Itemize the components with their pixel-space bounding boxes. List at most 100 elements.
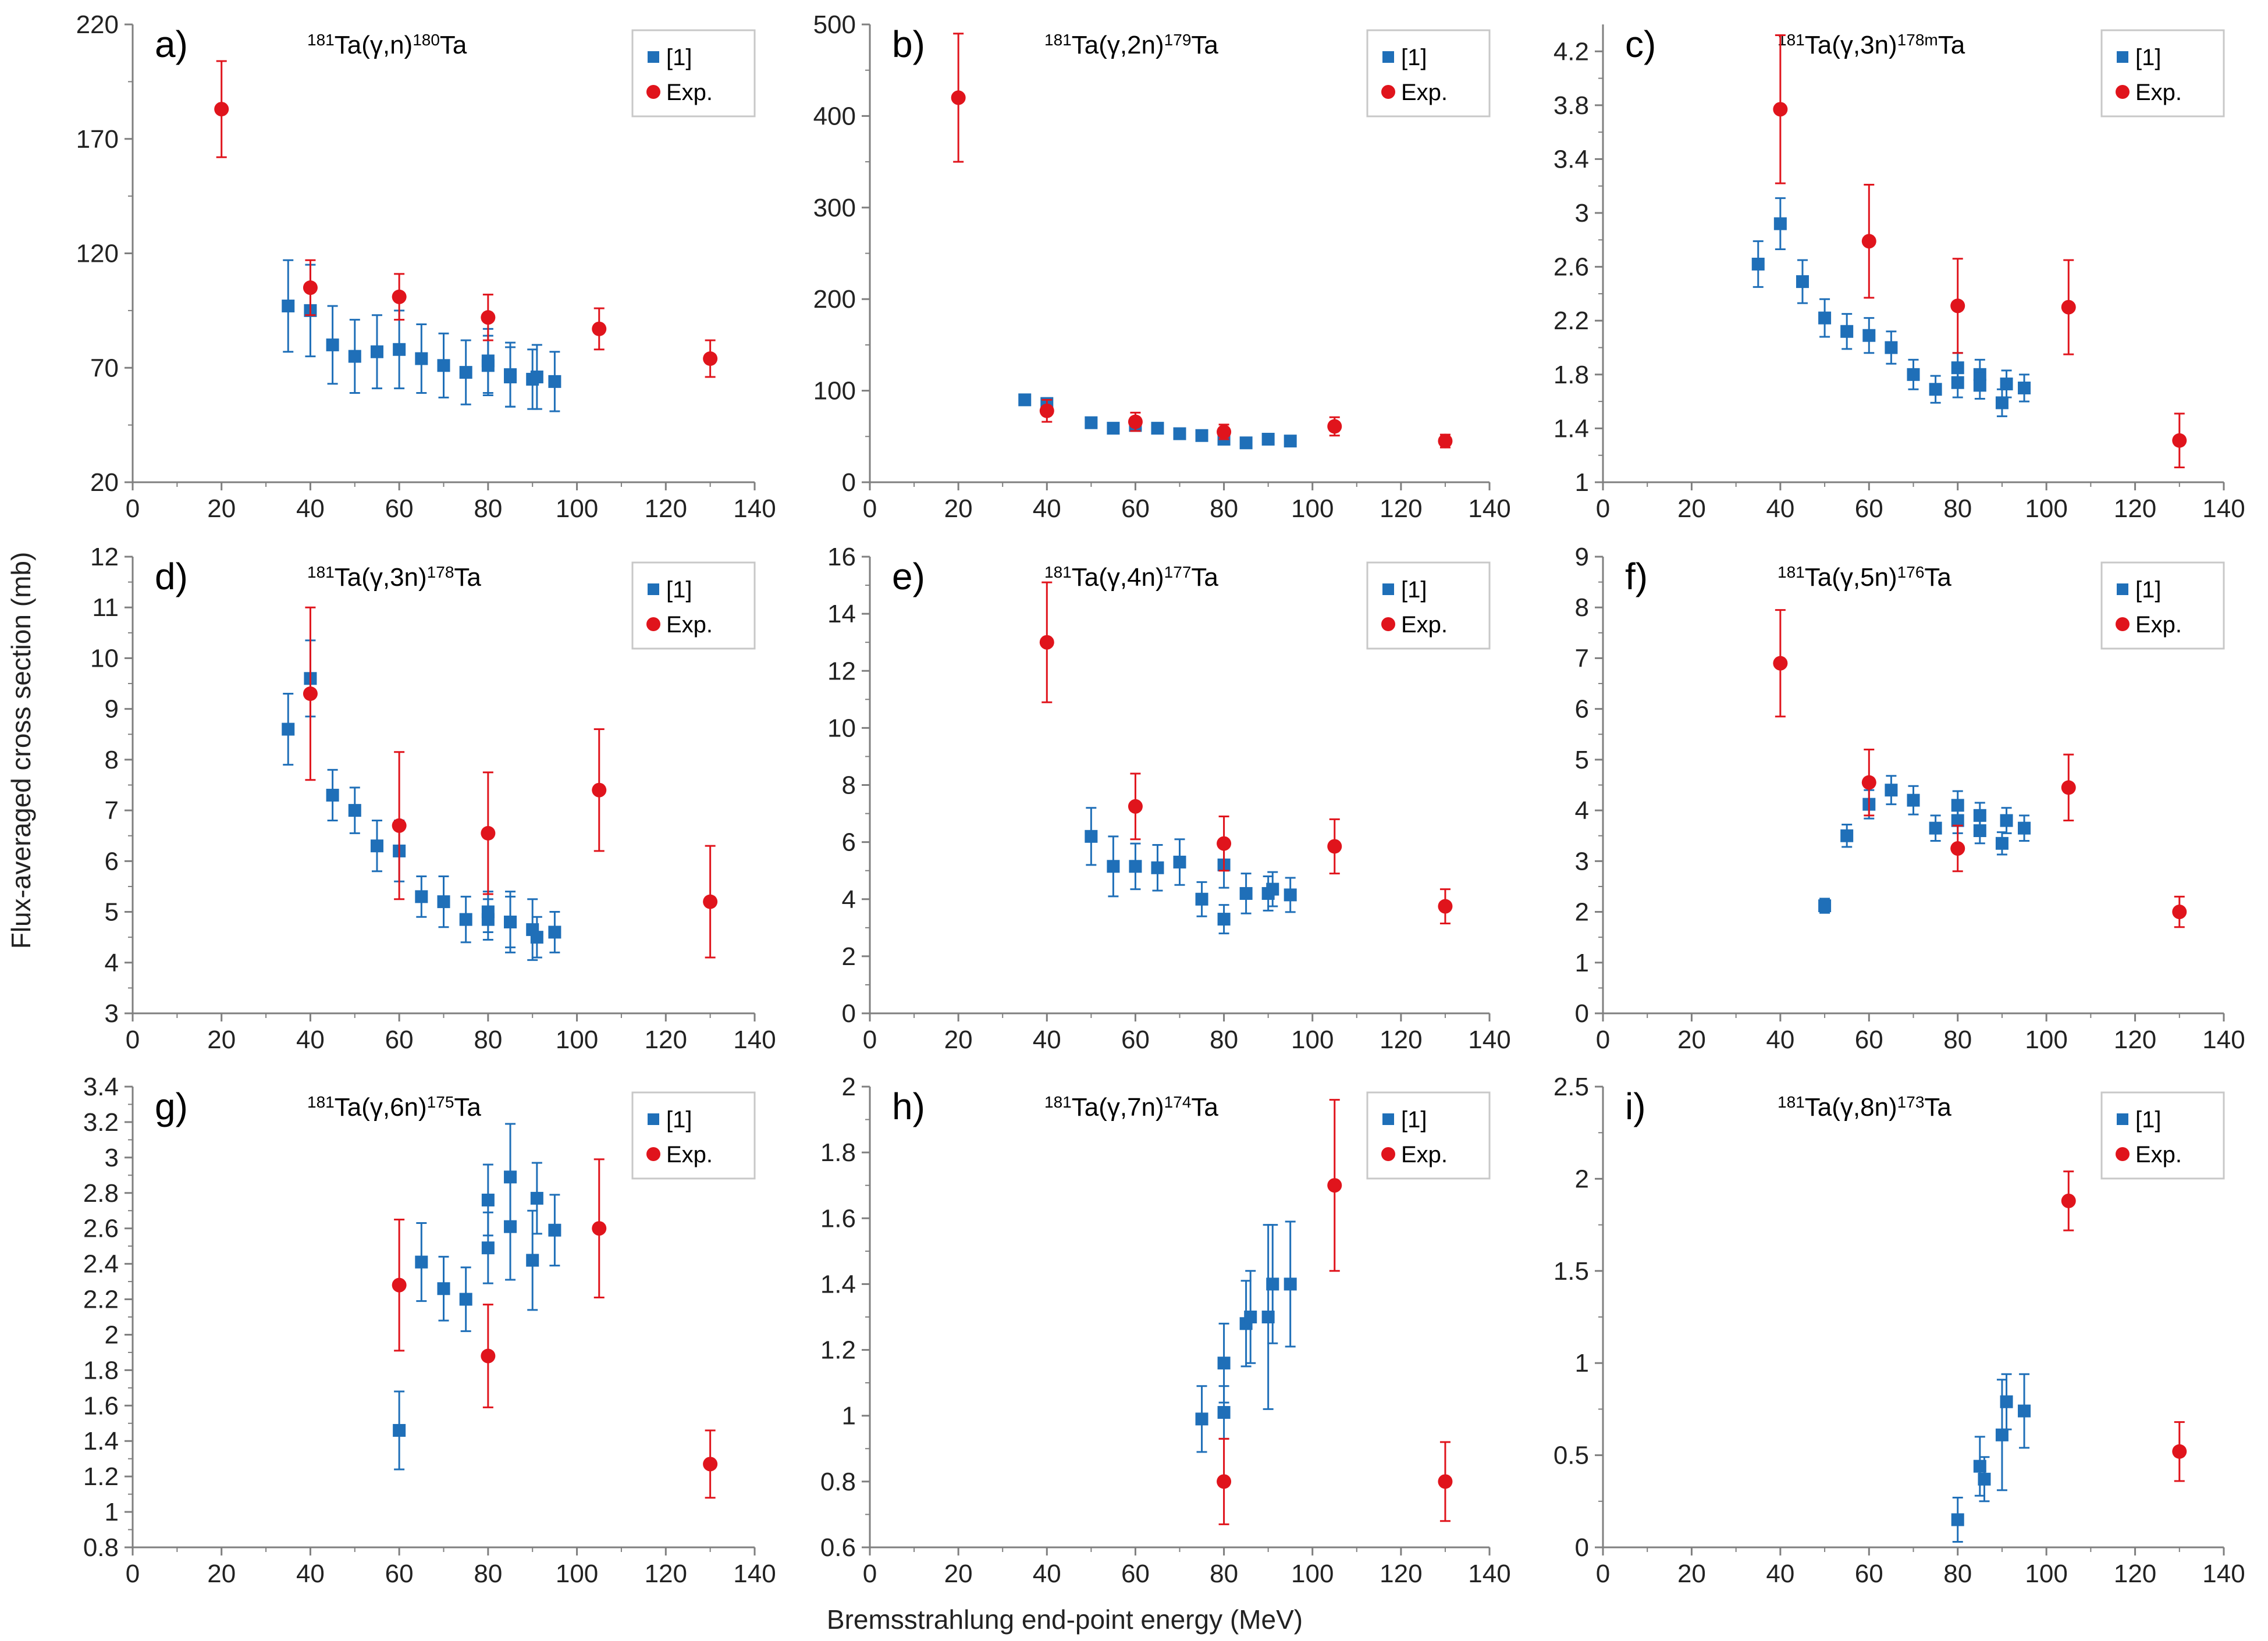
data-point-calc [1085, 416, 1098, 429]
legend-marker-calc [648, 1113, 659, 1125]
title-superscript: 181 [307, 31, 335, 49]
x-tick-label: 20 [1677, 494, 1706, 523]
data-point-calc [282, 300, 295, 313]
data-point-calc [459, 913, 472, 926]
y-tick-label: 5 [105, 898, 119, 927]
data-point-calc [1929, 821, 1942, 835]
legend-marker-exp [2116, 617, 2130, 631]
data-point-calc [2018, 1404, 2031, 1418]
legend-label-calc: [1] [1401, 577, 1427, 603]
data-point-exp [1217, 836, 1232, 851]
x-tick-label: 40 [1033, 494, 1061, 523]
data-point-calc [1978, 1472, 1991, 1486]
y-tick-label: 120 [76, 240, 119, 268]
data-point-calc [1173, 427, 1186, 440]
title-superscript: 181 [307, 1093, 335, 1111]
y-tick-label: 1.8 [820, 1138, 856, 1167]
x-tick-label: 20 [207, 1560, 236, 1588]
data-point-exp [392, 289, 407, 304]
data-point-calc [1907, 368, 1920, 381]
x-tick-label: 80 [1943, 1026, 1972, 1054]
y-tick-label: 2 [1575, 1165, 1589, 1193]
y-tick-label: 8 [105, 746, 119, 774]
y-tick-label: 0 [842, 999, 856, 1028]
x-tick-label: 20 [1677, 1026, 1706, 1054]
x-tick-label: 140 [733, 1560, 776, 1588]
legend-marker-calc [1382, 583, 1394, 595]
panel-title: 181Ta(γ,2n)179Ta [1044, 31, 1218, 59]
legend-marker-calc [648, 51, 659, 63]
x-tick-label: 0 [1596, 494, 1610, 523]
x-tick-label: 100 [2025, 494, 2067, 523]
y-tick-label: 1.2 [83, 1462, 119, 1491]
x-tick-label: 60 [1121, 1026, 1150, 1054]
y-tick-label: 16 [827, 543, 856, 571]
data-point-calc [1773, 217, 1787, 230]
x-tick-label: 0 [126, 1560, 140, 1588]
panel-title: 181Ta(γ,n)180Ta [307, 31, 467, 59]
data-point-calc [1217, 1357, 1231, 1370]
title-text: Ta(γ,3n) [1805, 31, 1897, 59]
y-tick-label: 2.2 [83, 1286, 119, 1314]
x-tick-label: 140 [733, 1026, 776, 1054]
data-point-calc [1862, 329, 1876, 342]
x-tick-label: 20 [1677, 1560, 1706, 1588]
y-tick-label: 0.6 [820, 1533, 856, 1562]
data-point-calc [1751, 258, 1765, 271]
panel-letter: h) [892, 1085, 925, 1127]
data-point-exp [1039, 635, 1054, 650]
x-tick-label: 80 [474, 1560, 502, 1588]
y-tick-label: 2.5 [1554, 1073, 1589, 1101]
y-tick-label: 2.2 [1554, 307, 1589, 335]
y-tick-label: 1 [1575, 1349, 1589, 1377]
y-tick-label: 170 [76, 125, 119, 154]
y-tick-label: 2.4 [83, 1250, 119, 1279]
x-tick-label: 100 [1291, 1560, 1334, 1588]
legend-box [2100, 29, 2225, 118]
data-point-exp [392, 818, 407, 833]
title-superscript: 181 [1778, 1093, 1805, 1111]
legend-label-exp: Exp. [2135, 80, 2182, 105]
chart-panel-4: 0 20 40 60 80 100 120 140 3 4 5 6 7 8 9 10 11 12 d) 181Ta(γ… [90, 543, 776, 1054]
data-point-calc [1840, 325, 1854, 338]
x-tick-label: 0 [863, 1560, 877, 1588]
data-point-exp [392, 1277, 407, 1293]
data-point-exp [1327, 419, 1342, 434]
y-tick-label: 2 [842, 942, 856, 971]
data-point-calc [1885, 341, 1898, 354]
x-tick-label: 20 [207, 494, 236, 523]
x-tick-label: 100 [1291, 1026, 1334, 1054]
title-text: Ta [1924, 1093, 1951, 1122]
y-tick-label: 3.4 [1554, 145, 1589, 173]
data-point-exp [1861, 775, 1876, 790]
title-text: Ta [1191, 31, 1218, 59]
x-tick-label: 60 [1855, 1026, 1883, 1054]
legend-marker-calc [1382, 1113, 1394, 1125]
y-tick-label: 10 [90, 644, 119, 672]
y-tick-label: 1.2 [820, 1336, 856, 1365]
y-tick-label: 6 [105, 847, 119, 875]
y-tick-label: 8 [842, 771, 856, 800]
data-point-calc [548, 1223, 561, 1237]
y-tick-label: 1 [1575, 468, 1589, 497]
x-tick-label: 0 [126, 494, 140, 523]
x-tick-label: 0 [1596, 1560, 1610, 1588]
y-tick-label: 2 [842, 1073, 856, 1101]
x-tick-label: 80 [1210, 494, 1238, 523]
chart-panel-6: 0 20 40 60 80 100 120 140 0 1 2 3 4 5 6 7 8 9 f) 181Ta(γ,5n… [1575, 543, 2245, 1054]
legend-label-exp: Exp. [666, 612, 713, 638]
legend-label-exp: Exp. [1401, 1142, 1448, 1167]
title-superscript: 181 [1044, 563, 1072, 581]
data-point-exp [703, 1457, 718, 1472]
y-tick-label: 1.4 [820, 1270, 856, 1298]
x-tick-label: 140 [2202, 1560, 2245, 1588]
x-tick-label: 120 [645, 1026, 687, 1054]
panel-title: 181Ta(γ,7n)174Ta [1044, 1093, 1218, 1122]
panel-letter: f) [1625, 556, 1648, 597]
title-superscript: 178m [1897, 31, 1938, 49]
y-tick-label: 0 [842, 468, 856, 497]
data-point-calc [1995, 396, 2009, 410]
panel-title: 181Ta(γ,3n)178mTa [1778, 31, 1965, 59]
data-point-calc [415, 352, 428, 365]
data-point-exp [1950, 841, 1965, 856]
